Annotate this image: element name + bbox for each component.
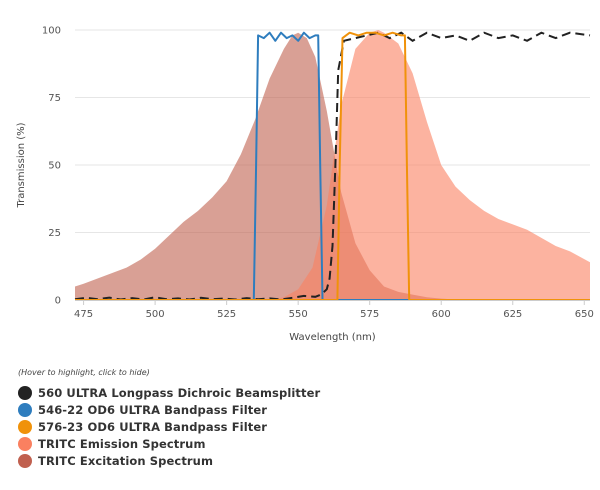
legend-swatch-icon: [18, 436, 32, 451]
line-560-ultra-longpass-dichroic-beamsplitter[interactable]: [74, 31, 591, 301]
legend-item-546-22-od6-ultra-bandpass-filter[interactable]: 546-22 OD6 ULTRA Bandpass Filter: [18, 401, 578, 418]
legend-label: TRITC Excitation Spectrum: [38, 453, 214, 468]
y-tick-label: 100: [42, 26, 61, 37]
y-tick-label: 50: [48, 161, 61, 172]
axes: 0 25 50 75 100 475 500 525 550 575 600 625 650 Wavele…: [16, 26, 594, 344]
y-tick-label: 25: [48, 228, 61, 239]
x-axis-title: Wavelength (nm): [289, 332, 375, 343]
legend-item-560-ultra-longpass-dichroic-beamsplitter[interactable]: 560 ULTRA Longpass Dichroic Beamsplitter: [18, 384, 578, 401]
x-tick-label: 500: [146, 309, 165, 320]
x-tick-label: 525: [217, 309, 236, 320]
area-tritc-emission-spectrum[interactable]: [269, 30, 590, 300]
line-546-22-od6-ultra-bandpass-filter[interactable]: [75, 31, 590, 301]
legend-swatch-icon: [18, 402, 32, 417]
y-axis-title: Transmission (%): [16, 122, 27, 208]
legend-item-576-23-od6-ultra-bandpass-filter[interactable]: 576-23 OD6 ULTRA Bandpass Filter: [18, 418, 578, 435]
x-tick-label: 600: [432, 309, 451, 320]
spectra-chart: 0 25 50 75 100 475 500 525 550 575 600 625 650 Wavele…: [16, 26, 594, 344]
x-tick-label: 475: [74, 309, 93, 320]
y-tick-label: 0: [55, 296, 61, 307]
y-tick-label: 75: [48, 93, 61, 104]
legend-swatch-icon: [18, 385, 32, 400]
legend-swatch-icon: [18, 419, 32, 434]
line-576-23-od6-ultra-bandpass-filter[interactable]: [75, 31, 590, 301]
legend-item-tritc-excitation-spectrum[interactable]: TRITC Excitation Spectrum: [18, 452, 578, 469]
legend-items: 560 ULTRA Longpass Dichroic Beamsplitter…: [18, 384, 578, 469]
legend-label: 576-23 OD6 ULTRA Bandpass Filter: [38, 419, 268, 434]
x-tick-label: 550: [289, 309, 308, 320]
series-layer: [74, 30, 591, 301]
legend-label: TRITC Emission Spectrum: [38, 436, 206, 451]
legend-label: 546-22 OD6 ULTRA Bandpass Filter: [38, 402, 268, 417]
x-tick-label: 625: [503, 309, 522, 320]
x-tick-label: 650: [575, 309, 594, 320]
legend-hint: (Hover to highlight, click to hide): [18, 368, 150, 377]
legend-label: 560 ULTRA Longpass Dichroic Beamsplitter: [38, 385, 321, 400]
area-tritc-excitation-spectrum[interactable]: [75, 32, 470, 300]
legend-swatch-icon: [18, 453, 32, 468]
legend: (Hover to highlight, click to hide) 560 …: [18, 368, 578, 469]
legend-item-tritc-emission-spectrum[interactable]: TRITC Emission Spectrum: [18, 435, 578, 452]
x-tick-label: 575: [360, 309, 379, 320]
